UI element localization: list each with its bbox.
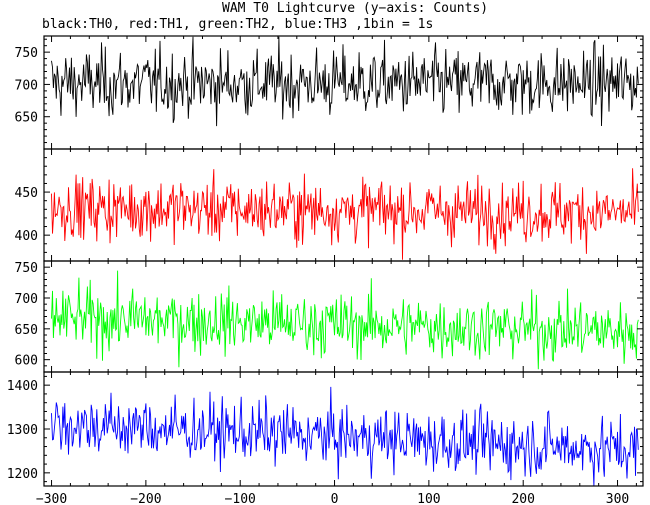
panel-frame — [43, 371, 644, 487]
series-line-th3 — [51, 386, 639, 486]
y-tick-label: 650 — [15, 111, 38, 126]
series-line-th0 — [51, 36, 639, 127]
chart-subtitle: black:TH0, red:TH1, green:TH2, blue:TH3 … — [42, 17, 434, 32]
y-tick-label: 750 — [15, 261, 38, 276]
y-tick-label: 700 — [15, 78, 38, 93]
x-tick-label: 100 — [417, 492, 440, 505]
y-tick-label: 400 — [15, 229, 38, 244]
x-tick-label: 0 — [331, 492, 339, 505]
chart-title: WAM T0 Lightcurve (y−axis: Counts) — [222, 1, 489, 16]
x-tick-label: −200 — [130, 492, 161, 505]
series-line-th2 — [51, 270, 639, 370]
x-tick-label: 200 — [511, 492, 534, 505]
y-tick-label: 700 — [15, 292, 38, 307]
y-tick-label: 650 — [15, 323, 38, 338]
y-tick-label: 600 — [15, 354, 38, 369]
x-tick-label: 300 — [606, 492, 629, 505]
y-tick-label: 1300 — [7, 423, 38, 438]
series-line-th1 — [51, 168, 639, 260]
y-tick-label: 1400 — [7, 379, 38, 394]
y-tick-label: 750 — [15, 46, 38, 61]
y-tick-label: 1200 — [7, 467, 38, 482]
y-tick-label: 450 — [15, 186, 38, 201]
x-tick-label: −300 — [36, 492, 67, 505]
x-tick-label: −100 — [225, 492, 256, 505]
